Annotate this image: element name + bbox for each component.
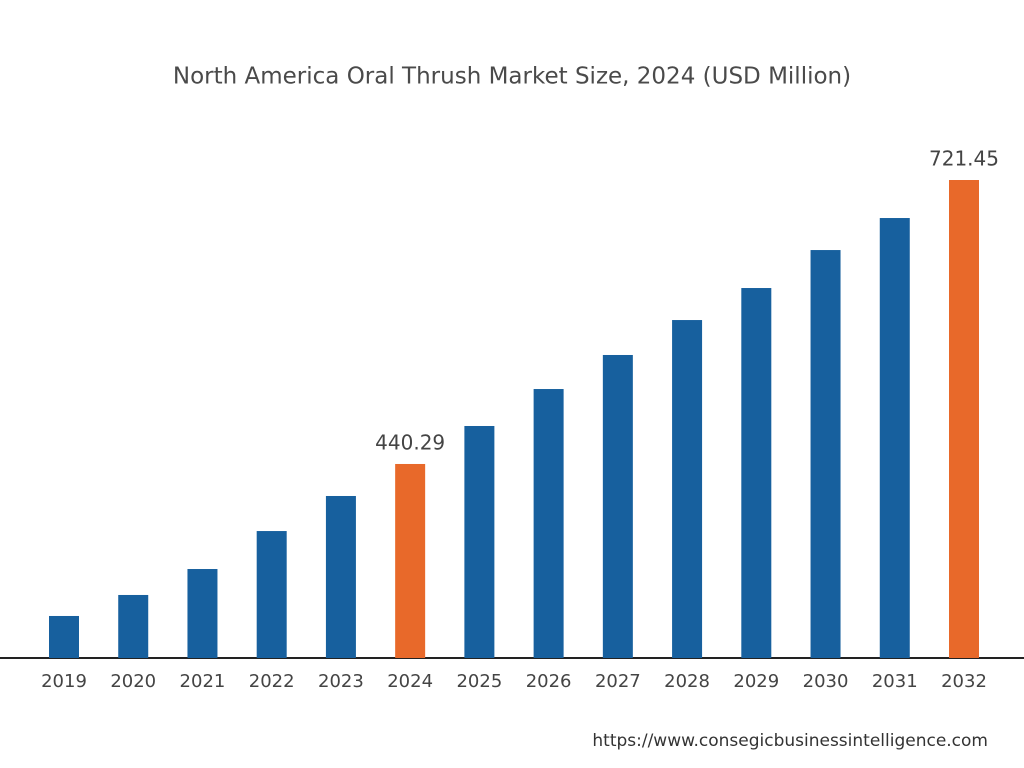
x-tick-label: 2026	[526, 671, 572, 692]
bar	[533, 389, 564, 658]
bar	[672, 320, 703, 658]
x-tick-label: 2019	[41, 671, 87, 692]
bar	[602, 354, 633, 658]
x-tick-label: 2021	[180, 671, 226, 692]
bar	[741, 288, 772, 658]
bar	[949, 180, 979, 658]
chart-title: North America Oral Thrush Market Size, 2…	[173, 64, 851, 90]
bar	[187, 569, 218, 658]
bar	[464, 425, 495, 658]
x-tick-label: 2032	[941, 671, 987, 692]
x-tick-label: 2030	[803, 671, 849, 692]
bar	[256, 531, 287, 658]
bar	[810, 250, 841, 658]
x-tick-label: 2028	[664, 671, 710, 692]
x-tick-label: 2029	[733, 671, 779, 692]
value-label: 721.45	[929, 147, 999, 171]
bar	[325, 495, 356, 658]
bar	[118, 594, 149, 658]
value-label: 440.29	[375, 430, 445, 454]
x-tick-label: 2023	[318, 671, 364, 692]
bar	[395, 463, 426, 658]
x-tick-label: 2027	[595, 671, 641, 692]
bar	[49, 615, 79, 658]
x-tick-label: 2031	[872, 671, 918, 692]
source-link: https://www.consegicbusinessintelligence…	[592, 731, 988, 751]
x-tick-label: 2025	[456, 671, 502, 692]
x-tick-label: 2020	[110, 671, 156, 692]
bar	[879, 218, 910, 658]
x-tick-label: 2024	[387, 671, 433, 692]
x-tick-label: 2022	[249, 671, 295, 692]
